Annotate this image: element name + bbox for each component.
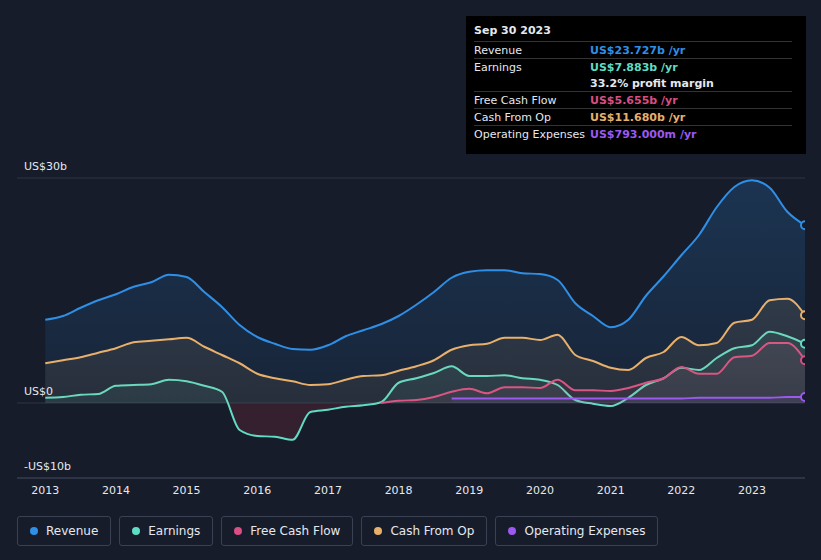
html-text:US$11.680b /yr: US$11.680b /yr <box>590 110 686 124</box>
svg-text:-US$10b: -US$10b <box>24 460 71 473</box>
html-text:Cash From Op: Cash From Op <box>474 110 551 124</box>
html-text:US$5.655b /yr: US$5.655b /yr <box>590 93 678 107</box>
svg-text:2017: 2017 <box>314 484 342 497</box>
html-text:Operating Expenses: Operating Expenses <box>474 127 585 141</box>
svg-text:2019: 2019 <box>455 484 483 497</box>
html-text:Earnings: Earnings <box>148 524 201 538</box>
svg-text:2014: 2014 <box>102 484 130 497</box>
svg-text:2021: 2021 <box>597 484 625 497</box>
html-text:Free Cash Flow: Free Cash Flow <box>474 93 557 107</box>
html-text:Revenue: Revenue <box>46 524 99 538</box>
html-text:Sep 30 2023: Sep 30 2023 <box>474 24 551 37</box>
html-text:Revenue: Revenue <box>474 43 522 57</box>
svg-text:US$0: US$0 <box>24 385 53 398</box>
svg-text:2015: 2015 <box>173 484 201 497</box>
svg-text:2023: 2023 <box>738 484 766 497</box>
html-text:33.2% profit margin: 33.2% profit margin <box>590 76 714 90</box>
svg-text:2013: 2013 <box>31 484 59 497</box>
html-text:Earnings: Earnings <box>474 60 522 74</box>
html-text:US$7.883b /yr: US$7.883b /yr <box>590 60 678 74</box>
svg-text:2020: 2020 <box>526 484 554 497</box>
svg-text:US$30b: US$30b <box>24 160 67 173</box>
html-text:Operating Expenses: Operating Expenses <box>524 524 646 538</box>
svg-text:2018: 2018 <box>385 484 413 497</box>
html-text:US$793.000m /yr: US$793.000m /yr <box>590 127 697 141</box>
html-text:Cash From Op: Cash From Op <box>390 524 475 538</box>
svg-text:2016: 2016 <box>243 484 271 497</box>
svg-text:2022: 2022 <box>667 484 695 497</box>
html-text:Free Cash Flow: Free Cash Flow <box>250 524 341 538</box>
html-text:US$23.727b /yr: US$23.727b /yr <box>590 43 686 57</box>
